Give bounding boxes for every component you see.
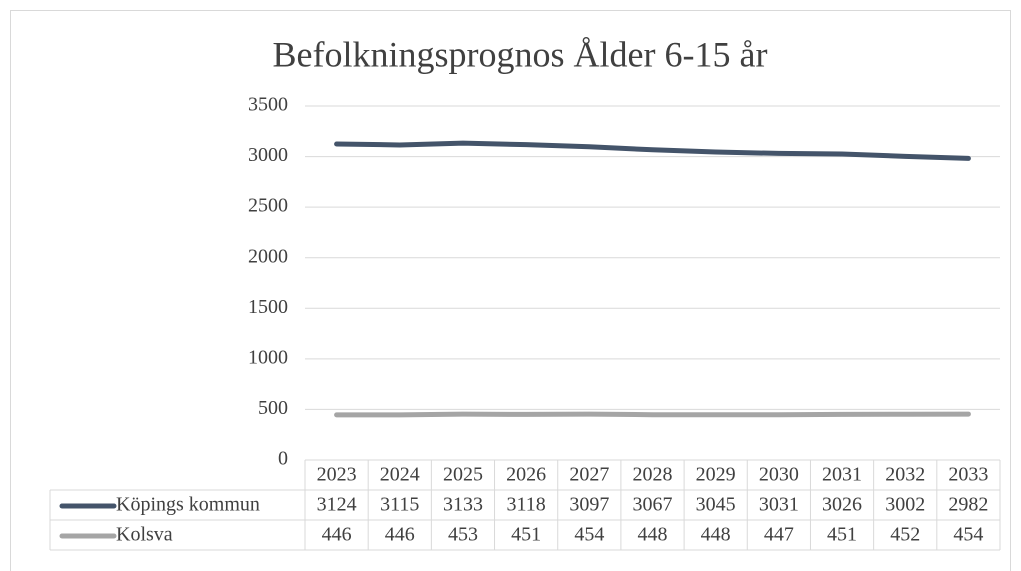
table-value: 448 (701, 524, 731, 546)
chart-border (10, 10, 1011, 571)
x-tick-label: 2032 (885, 464, 925, 486)
table-value: 454 (953, 524, 983, 546)
table-value: 3118 (507, 494, 546, 516)
legend-label: Köpings kommun (116, 494, 260, 516)
table-value: 454 (574, 524, 604, 546)
table-value: 3002 (885, 494, 925, 516)
table-value: 447 (764, 524, 794, 546)
table-value: 3031 (759, 494, 799, 516)
table-value: 3026 (822, 494, 862, 516)
table-value: 446 (322, 524, 352, 546)
y-tick-label: 500 (258, 397, 288, 419)
table-value: 453 (448, 524, 478, 546)
table-value: 3124 (317, 494, 357, 516)
y-tick-label: 0 (278, 448, 288, 470)
table-value: 446 (385, 524, 415, 546)
series-line (334, 140, 971, 161)
chart-title: Befolkningsprognos Ålder 6-15 år (273, 34, 768, 74)
x-tick-label: 2027 (569, 464, 609, 486)
table-value: 3133 (443, 494, 483, 516)
table-value: 2982 (948, 494, 988, 516)
legend-label: Kolsva (116, 524, 173, 546)
table-value: 3097 (569, 494, 609, 516)
y-tick-label: 2500 (248, 195, 288, 217)
y-tick-label: 1500 (248, 296, 288, 318)
series-line (334, 411, 971, 418)
table-value: 3115 (380, 494, 419, 516)
x-tick-label: 2029 (696, 464, 736, 486)
table-value: 3067 (633, 494, 673, 516)
y-tick-label: 3500 (248, 94, 288, 116)
table-value: 452 (890, 524, 920, 546)
y-tick-label: 1000 (248, 346, 288, 368)
x-tick-label: 2024 (380, 464, 420, 486)
table-value: 451 (511, 524, 541, 546)
x-tick-label: 2030 (759, 464, 799, 486)
y-tick-label: 2000 (248, 245, 288, 267)
x-tick-label: 2023 (317, 464, 357, 486)
x-tick-label: 2028 (633, 464, 673, 486)
table-value: 448 (638, 524, 668, 546)
x-tick-label: 2025 (443, 464, 483, 486)
table-value: 451 (827, 524, 857, 546)
x-tick-label: 2031 (822, 464, 862, 486)
x-tick-label: 2026 (506, 464, 546, 486)
y-tick-label: 3000 (248, 144, 288, 166)
x-tick-label: 2033 (948, 464, 988, 486)
table-value: 3045 (696, 494, 736, 516)
